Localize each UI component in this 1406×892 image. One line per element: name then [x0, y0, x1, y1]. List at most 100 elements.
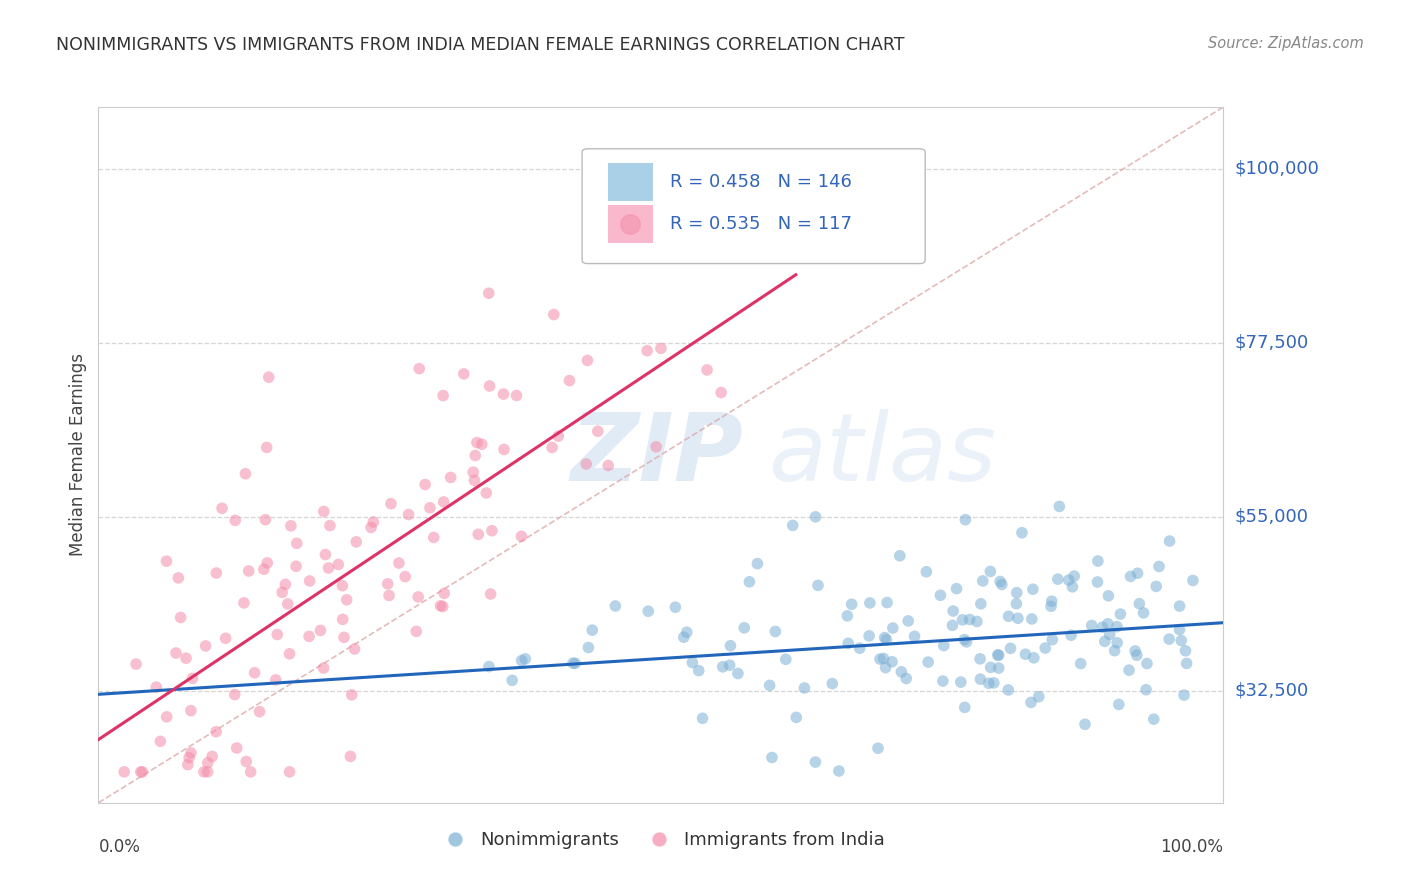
Point [586, 424, 609, 438]
Point [681, 656, 703, 670]
Point [959, 613, 981, 627]
Point [987, 661, 1010, 675]
Point [541, 441, 564, 455]
Point [727, 666, 749, 681]
Point [953, 632, 976, 647]
Point [1174, 644, 1197, 658]
Point [318, 561, 340, 575]
Point [1128, 597, 1150, 611]
Point [285, 536, 308, 550]
Point [711, 660, 734, 674]
Point [340, 688, 363, 702]
Point [1170, 633, 1192, 648]
Point [738, 574, 761, 589]
Point [433, 495, 456, 509]
Point [558, 374, 581, 388]
Point [408, 361, 430, 376]
Point [1005, 597, 1028, 611]
Point [312, 661, 335, 675]
Point [1126, 566, 1149, 581]
Point [277, 597, 299, 611]
Point [1097, 589, 1119, 603]
Point [837, 608, 859, 623]
Point [380, 497, 402, 511]
Point [1109, 607, 1132, 621]
Point [929, 588, 952, 602]
Point [1144, 579, 1167, 593]
Point [463, 465, 485, 479]
Point [1040, 599, 1063, 614]
Point [763, 624, 786, 639]
Point [465, 435, 488, 450]
Point [972, 574, 994, 588]
Point [1119, 569, 1142, 583]
Point [793, 681, 815, 695]
Point [278, 647, 301, 661]
Point [180, 704, 202, 718]
Point [235, 467, 257, 481]
Point [125, 657, 148, 671]
Bar [607, 204, 652, 243]
Point [194, 639, 217, 653]
Point [576, 640, 599, 655]
Point [232, 596, 254, 610]
Point [949, 675, 972, 690]
Point [112, 764, 135, 779]
Point [903, 629, 925, 643]
Point [890, 665, 912, 679]
Point [406, 590, 429, 604]
Point [1062, 580, 1084, 594]
Point [256, 556, 278, 570]
Point [848, 641, 870, 656]
Point [453, 367, 475, 381]
Point [650, 342, 672, 356]
Point [298, 574, 321, 588]
Point [1070, 657, 1092, 671]
Point [177, 757, 200, 772]
Point [319, 518, 342, 533]
Point [828, 764, 851, 778]
Bar [607, 162, 652, 201]
Point [988, 574, 1011, 589]
Point [388, 556, 411, 570]
Point [997, 682, 1019, 697]
Point [510, 529, 533, 543]
Point [145, 680, 167, 694]
Point [377, 577, 399, 591]
Point [264, 673, 287, 687]
Point [471, 437, 494, 451]
Point [807, 578, 830, 592]
Point [432, 599, 454, 614]
Point [969, 652, 991, 666]
Point [235, 755, 257, 769]
Point [419, 500, 441, 515]
Point [433, 586, 456, 600]
Point [562, 656, 585, 670]
Point [876, 596, 898, 610]
Point [238, 564, 260, 578]
Point [718, 658, 741, 673]
Point [692, 711, 714, 725]
Point [873, 631, 896, 645]
Point [720, 639, 742, 653]
Point [155, 554, 177, 568]
Point [328, 558, 350, 572]
Point [463, 474, 485, 488]
Point [179, 750, 201, 764]
Point [979, 565, 1001, 579]
Point [336, 592, 359, 607]
Point [214, 632, 236, 646]
Point [378, 589, 401, 603]
Point [1007, 611, 1029, 625]
Point [945, 582, 967, 596]
Point [1132, 606, 1154, 620]
Point [747, 557, 769, 571]
Point [1087, 574, 1109, 589]
Point [156, 710, 179, 724]
Point [882, 621, 904, 635]
Text: atlas: atlas [768, 409, 995, 500]
Point [917, 655, 939, 669]
Point [841, 597, 863, 611]
Point [1080, 618, 1102, 632]
Point [987, 648, 1010, 663]
